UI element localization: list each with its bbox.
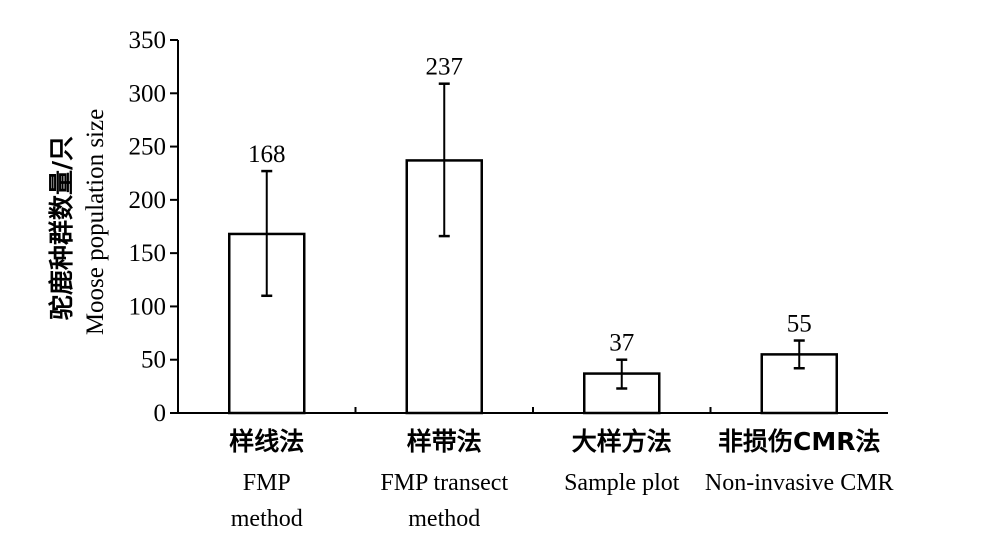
plot-area: 0 50 100 150 200 250 300 350 168 样线法 FMP method 237 样… [129,27,894,532]
data-label: 237 [426,54,464,81]
x-tick-label-en: method [408,506,480,532]
y-tick-label: 0 [154,400,167,427]
x-tick-label-en: method [231,506,303,532]
y-tick-label: 150 [129,240,167,267]
x-tick-label-en: FMP [243,470,291,496]
x-tick-label-cn: 大样方法 [572,427,672,456]
x-tick-label-cn: 样带法 [407,427,482,456]
x-tick-label-en: FMP transect [380,470,508,496]
y-tick-label: 350 [129,27,167,54]
x-tick-label-en: Sample plot [564,470,680,496]
x-tick-label-cn: 样线法 [229,427,304,456]
y-axis-title: 驼鹿种群数量/只 Moose population size [47,109,109,335]
x-tick-label-cn: 非损伤CMR法 [718,427,880,456]
data-label: 55 [787,311,812,338]
y-tick-label: 50 [141,347,166,374]
y-tick-label: 250 [129,134,167,161]
data-label: 37 [609,330,634,357]
bar [228,232,306,415]
y-tick-label: 300 [129,80,167,107]
y-tick-label: 200 [129,187,167,214]
y-axis-title-cn: 驼鹿种群数量/只 [47,136,76,320]
x-tick-label-en: Non-invasive CMR [705,470,894,496]
data-label: 168 [248,141,286,168]
y-tick-label: 100 [129,293,167,320]
y-axis-title-en: Moose population size [82,109,109,335]
